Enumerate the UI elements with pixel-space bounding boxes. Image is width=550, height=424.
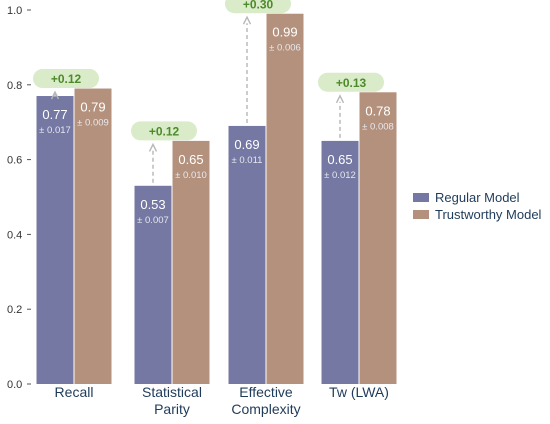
legend-label: Trustworthy Model [435, 207, 542, 222]
improvement-arrowhead [50, 90, 60, 100]
bar-trustworthy-model [74, 88, 112, 384]
bar-value-label: 0.79 [80, 100, 105, 115]
improvement-label: +0.12 [51, 72, 82, 86]
bar-value-label: 0.77 [42, 107, 67, 122]
bar-error-label: ± 0.010 [175, 170, 207, 181]
legend-item: Trustworthy Model [413, 207, 542, 222]
bar-value-label: 0.69 [234, 137, 259, 152]
category-label: Recall [55, 384, 94, 400]
improvement-badge [318, 72, 384, 92]
y-tick-label: 0.0 [7, 379, 22, 391]
category-label: Complexity [231, 401, 300, 417]
bar-trustworthy-model [266, 13, 304, 385]
bar-error-label: ± 0.009 [77, 118, 109, 129]
bar-regular-model [228, 125, 266, 384]
bar-group: 0.69 ± 0.011 0.99 ± 0.006 +0.30 [225, 0, 304, 385]
improvement-label: +0.30 [243, 0, 274, 11]
improvement-arrowhead [242, 15, 252, 25]
bar-error-label: ± 0.012 [324, 170, 356, 181]
bar-value-label: 0.53 [140, 197, 165, 212]
bar-value-label: 0.65 [178, 152, 203, 167]
bar-value-label: 0.99 [272, 25, 297, 40]
bar-value-label: 0.65 [327, 152, 352, 167]
bar-error-label: ± 0.017 [39, 125, 71, 136]
category-label: Statistical [142, 384, 202, 400]
improvement-label: +0.13 [336, 76, 367, 90]
improvement-arrowhead [148, 142, 158, 152]
bar-group: 0.77 ± 0.017 0.79 ± 0.009 +0.12 [33, 69, 112, 385]
bar-value-label: 0.78 [365, 103, 390, 118]
bar-error-label: ± 0.011 [232, 155, 263, 166]
bar-trustworthy-model [172, 140, 210, 384]
improvement-badge [131, 121, 197, 141]
y-tick-label: 0.2 [7, 304, 22, 316]
legend-label: Regular Model [435, 190, 520, 205]
y-tick-label: 1.0 [7, 5, 22, 17]
improvement-label: +0.12 [149, 124, 180, 138]
improvement-arrowhead [335, 94, 345, 104]
category-label: Tw (LWA) [329, 384, 389, 400]
bar-regular-model [321, 140, 359, 384]
category-label: Effective [239, 384, 293, 400]
category-label: Parity [154, 401, 190, 417]
y-tick-label: 0.8 [7, 80, 22, 92]
improvement-badge [33, 69, 99, 89]
bar-error-label: ± 0.007 [137, 215, 169, 226]
legend-swatch [413, 193, 429, 202]
bar-trustworthy-model [359, 92, 397, 384]
bar-regular-model [134, 185, 172, 384]
bar-error-label: ± 0.008 [362, 121, 394, 132]
legend-item: Regular Model [413, 190, 520, 205]
bar-error-label: ± 0.006 [269, 43, 301, 54]
y-axis: 0.0 0.2 0.4 0.6 0.8 1.0 [7, 5, 31, 391]
bar-group: 0.65 ± 0.012 0.78 ± 0.008 +0.13 [318, 72, 397, 384]
legend-swatch [413, 210, 429, 219]
y-tick-label: 0.6 [7, 155, 22, 167]
y-tick-label: 0.4 [7, 229, 22, 241]
legend: Regular Model Trustworthy Model [413, 190, 542, 222]
improvement-badge [225, 0, 291, 14]
bar-regular-model [36, 96, 74, 385]
bar-group: 0.53 ± 0.007 0.65 ± 0.010 +0.12 [131, 121, 210, 384]
